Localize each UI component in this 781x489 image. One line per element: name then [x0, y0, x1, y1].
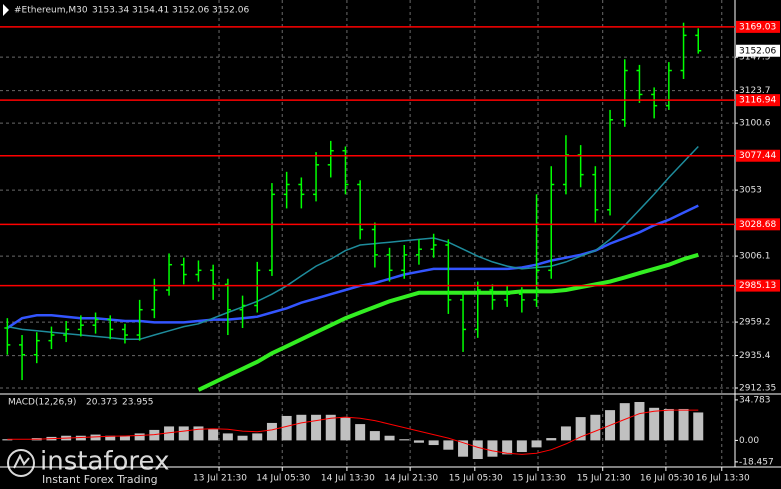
macd-bar: [531, 440, 542, 448]
macd-bar: [237, 435, 248, 441]
x-tick-label: 14 Jul 13:30: [321, 474, 375, 484]
y-tick-label: 3147.5: [739, 53, 771, 63]
macd-bar: [252, 433, 263, 441]
macd-bar: [222, 433, 233, 441]
macd-bar: [516, 440, 527, 453]
watermark-tagline: Instant Forex Trading: [42, 473, 158, 486]
macd-bar: [502, 440, 513, 455]
macd-bar: [399, 439, 410, 441]
grid: [0, 0, 735, 467]
macd-header-values: 20.373 23.955: [86, 398, 154, 408]
level-label-box: [736, 149, 780, 162]
macd-bar: [75, 435, 86, 441]
y-tick-label: 2912.35: [739, 384, 776, 394]
level-label: 3116.94: [739, 96, 776, 106]
x-tick-label: 15 Jul 13:30: [512, 474, 566, 484]
plot: [0, 22, 735, 460]
macd-bar: [546, 438, 557, 441]
macd-bar: [472, 440, 483, 460]
price-label-box: [736, 44, 780, 57]
macd-bar: [413, 440, 424, 443]
macd-title: MACD(12,26,9): [8, 398, 76, 408]
macd-bar: [134, 433, 145, 441]
y-tick-label: 3123.7: [739, 86, 771, 96]
macd-bar: [663, 408, 674, 441]
x-tick-label: 15 Jul 05:30: [449, 474, 503, 484]
macd-bar: [649, 407, 660, 441]
level-label: 2985.13: [739, 281, 776, 291]
moving-average: [7, 145, 699, 341]
y-tick-label: 3006.1: [739, 252, 771, 262]
axes: 2912.35 2935.4 2959.2 3006.1 3053 3100.6 3123.…: [193, 20, 780, 484]
level-label-box: [736, 218, 780, 231]
macd-bar: [325, 414, 336, 441]
y-tick-label: 2935.4: [739, 351, 771, 361]
y-tick-label: 2959.2: [739, 318, 771, 328]
macd-bar: [340, 417, 351, 441]
header-value: 20.373: [86, 398, 118, 408]
macd-bar: [693, 412, 704, 441]
x-tick-label: 16 Jul 05:30: [640, 474, 694, 484]
macd-bar: [487, 440, 498, 457]
y-tick-label: 34.783: [739, 395, 771, 405]
y-tick-label: 3100.6: [739, 119, 771, 129]
watermark-logo: [7, 449, 35, 477]
macd-bar: [178, 426, 189, 441]
y-tick-label: -18.457: [739, 457, 774, 467]
header-value: 3152.06: [172, 6, 209, 16]
macd-bar: [90, 434, 101, 441]
level-label-box: [736, 20, 780, 33]
macd-bar: [208, 428, 219, 441]
level-label-box: [736, 94, 780, 107]
x-tick-label: 13 Jul 21:30: [193, 474, 247, 484]
x-tick-label: 14 Jul 21:30: [384, 474, 438, 484]
level-label-box: [736, 279, 780, 292]
macd-signal: [7, 409, 699, 455]
x-tick-label: 15 Jul 21:30: [577, 474, 631, 484]
header-value: 3154.41: [132, 6, 169, 16]
macd-bar: [266, 422, 277, 441]
macd-bar: [281, 415, 292, 441]
header-values: 3153.34 3154.41 3152.06 3152.06: [92, 6, 249, 16]
macd-bar: [678, 408, 689, 441]
macd-bar: [458, 440, 469, 457]
macd-bar: [560, 426, 571, 441]
macd-bar: [575, 417, 586, 441]
macd-bar: [164, 426, 175, 441]
level-label: 3169.03: [739, 22, 776, 32]
header-icon: [3, 4, 9, 16]
macd-bar: [428, 440, 439, 446]
macd-bar: [193, 426, 204, 441]
level-label: 3028.68: [739, 220, 776, 230]
x-tick-label: 14 Jul 05:30: [256, 474, 310, 484]
header-value: 23.955: [122, 398, 154, 408]
x-tick-label: 16 Jul 13:30: [696, 474, 750, 484]
macd-bar: [634, 401, 645, 441]
header-value: 3153.34: [92, 6, 129, 16]
y-tick-label: 3053: [739, 186, 762, 196]
level-label: 3077.44: [739, 151, 776, 161]
macd-bar: [296, 414, 307, 441]
chart-title: #Ethereum,M30: [14, 6, 88, 16]
macd-bar: [311, 414, 322, 441]
macd-bar: [119, 435, 130, 441]
moving-average: [6, 204, 699, 330]
watermark: instaforex Instant Forex Trading: [7, 447, 169, 486]
watermark-logo: [13, 453, 30, 469]
macd-bar: [443, 440, 454, 450]
macd-bar: [355, 424, 366, 441]
macd-bar: [619, 403, 630, 441]
header-value: 3152.06: [212, 6, 249, 16]
macd-bar: [149, 429, 160, 441]
macd-bar: [384, 435, 395, 441]
watermark-brand: instaforex: [40, 447, 169, 477]
macd-bar: [590, 414, 601, 441]
macd-bar: [369, 431, 380, 441]
y-tick-label: 0.00: [739, 436, 759, 446]
price-label: 3152.06: [739, 46, 776, 56]
macd-bar: [105, 435, 116, 441]
macd-bar: [2, 439, 13, 441]
